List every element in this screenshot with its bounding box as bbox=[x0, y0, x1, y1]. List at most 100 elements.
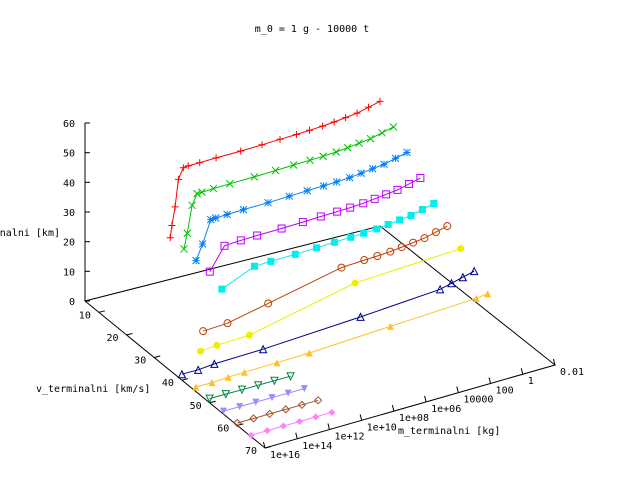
x-tick-label: 1e+06 bbox=[431, 404, 461, 415]
filled-circle-marker bbox=[245, 331, 253, 339]
filled-triangle-marker bbox=[273, 359, 281, 367]
star-marker bbox=[368, 164, 377, 173]
plus-marker bbox=[306, 126, 314, 134]
open-square-marker bbox=[346, 203, 355, 212]
open-triangle-down-marker bbox=[205, 394, 214, 404]
series-v40 bbox=[177, 266, 479, 379]
filled-square-marker bbox=[430, 200, 438, 208]
open-circle-marker bbox=[360, 256, 369, 265]
y-tick-mark bbox=[209, 400, 216, 404]
open-square-marker bbox=[220, 241, 229, 250]
z-tick-label: 20 bbox=[63, 238, 75, 249]
series-v20 bbox=[205, 173, 425, 276]
filled-triangle-marker bbox=[224, 373, 232, 381]
open-circle-marker bbox=[443, 222, 452, 231]
open-triangle-marker bbox=[177, 369, 187, 379]
open-square-marker bbox=[253, 231, 262, 240]
x-axis-label: m_terminalni [kg] bbox=[398, 426, 500, 437]
open-triangle-marker bbox=[356, 312, 365, 321]
x-tick-label: 1 bbox=[528, 376, 534, 387]
cross-marker bbox=[180, 245, 188, 253]
filled-diamond-marker bbox=[279, 422, 287, 430]
open-triangle-down-marker bbox=[237, 385, 247, 395]
series-v65 bbox=[247, 408, 336, 439]
series-v55 bbox=[219, 385, 308, 415]
open-diamond-marker bbox=[249, 414, 258, 423]
plus-marker bbox=[319, 122, 327, 130]
filled-square-marker bbox=[373, 225, 381, 233]
filled-square-marker bbox=[291, 250, 299, 258]
x-tick-label: 1e+14 bbox=[302, 441, 332, 452]
star-marker bbox=[239, 205, 248, 214]
open-triangle-marker bbox=[469, 266, 479, 276]
open-square-marker bbox=[277, 224, 286, 233]
cross-marker bbox=[306, 156, 314, 165]
filled-triangle-down-marker bbox=[252, 398, 260, 406]
cross-marker bbox=[250, 173, 259, 181]
open-triangle-down-marker bbox=[221, 390, 231, 399]
z-tick-label: 60 bbox=[63, 119, 75, 130]
plus-marker bbox=[330, 118, 338, 126]
open-diamond-marker bbox=[281, 405, 290, 414]
plus-marker bbox=[342, 114, 350, 122]
cross-marker bbox=[183, 229, 192, 238]
filled-diamond-marker bbox=[247, 431, 255, 439]
y-tick-label: 10 bbox=[79, 310, 91, 321]
plus-marker bbox=[292, 131, 300, 139]
star-marker bbox=[264, 198, 272, 207]
filled-circle-marker bbox=[213, 341, 221, 349]
plus-marker bbox=[258, 141, 266, 149]
filled-square-marker bbox=[330, 238, 338, 246]
open-triangle-marker bbox=[193, 365, 203, 374]
open-triangle-marker bbox=[210, 359, 219, 368]
open-square-marker bbox=[298, 218, 307, 227]
cross-marker bbox=[343, 143, 352, 152]
filled-triangle-marker bbox=[192, 383, 200, 391]
open-triangle-marker bbox=[447, 278, 456, 288]
z-tick-label: 50 bbox=[63, 149, 75, 160]
x-tick-mark bbox=[424, 395, 427, 403]
x-tick-mark bbox=[456, 386, 459, 393]
y-tick-label: 70 bbox=[245, 446, 257, 457]
star-marker bbox=[380, 160, 388, 169]
y-tick-mark bbox=[264, 446, 272, 449]
plus-marker bbox=[276, 135, 284, 143]
filled-circle-marker bbox=[351, 279, 359, 287]
chart-title: m_0 = 1 g - 10000 t bbox=[255, 24, 369, 35]
open-triangle-down-marker bbox=[253, 381, 263, 390]
open-square-marker bbox=[370, 194, 379, 203]
x-tick-mark bbox=[359, 414, 363, 421]
y-tick-mark bbox=[126, 332, 133, 336]
cross-marker bbox=[319, 152, 327, 161]
plus-marker bbox=[353, 109, 361, 117]
y-tick-label: 40 bbox=[162, 378, 174, 389]
filled-square-marker bbox=[312, 244, 320, 252]
open-circle-marker bbox=[397, 243, 406, 252]
cross-marker bbox=[389, 123, 398, 131]
open-circle-marker bbox=[420, 234, 429, 243]
z-tick-label: 0 bbox=[69, 297, 75, 308]
star-marker bbox=[192, 256, 200, 265]
filled-square-marker bbox=[418, 205, 426, 213]
open-diamond-marker bbox=[233, 418, 242, 428]
star-marker bbox=[211, 214, 220, 222]
open-circle-marker bbox=[264, 299, 273, 308]
y-tick-label: 20 bbox=[106, 333, 118, 344]
x-tick-label: 10000 bbox=[463, 395, 493, 406]
open-diamond-marker bbox=[313, 396, 323, 405]
open-triangle-down-marker bbox=[286, 372, 295, 381]
series-line bbox=[202, 225, 448, 332]
filled-circle-marker bbox=[197, 347, 205, 355]
series-group bbox=[166, 97, 492, 439]
cross-marker bbox=[188, 201, 196, 210]
plus-marker bbox=[237, 147, 245, 155]
open-square-marker bbox=[393, 185, 402, 194]
cross-marker bbox=[289, 161, 298, 169]
plus-marker bbox=[212, 154, 220, 162]
filled-circle-marker bbox=[457, 245, 465, 253]
plus-marker bbox=[174, 175, 182, 183]
series-v15 bbox=[192, 148, 411, 265]
cross-marker bbox=[198, 188, 206, 196]
